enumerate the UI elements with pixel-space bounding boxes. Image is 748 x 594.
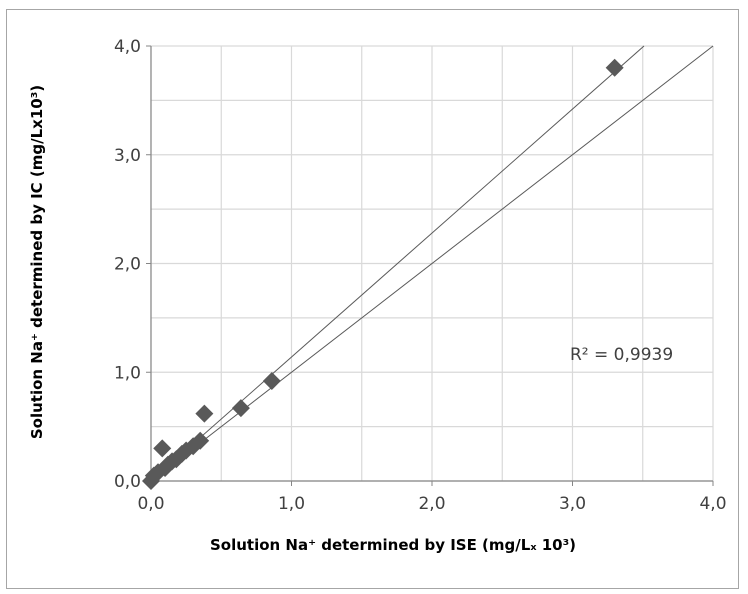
y-tick-label: 4,0 — [114, 37, 141, 57]
data-point — [195, 404, 214, 423]
data-point — [153, 439, 172, 458]
grid — [146, 45, 714, 486]
data-point — [191, 431, 210, 450]
r-squared-annotation: R² = 0,9939 — [570, 345, 673, 365]
data-points — [142, 58, 624, 490]
x-tick-label: 3,0 — [559, 494, 586, 514]
x-tick-label: 1,0 — [278, 494, 305, 514]
data-point — [231, 399, 250, 418]
data-point — [605, 58, 624, 77]
x-tick-labels: 0,0 1,0 2,0 3,0 4,0 — [137, 494, 726, 514]
data-point — [262, 371, 281, 390]
x-axis-title: Solution Na⁺ determined by ISE (mg/Lₓ 10… — [210, 536, 576, 554]
y-tick-labels: 0,0 1,0 2,0 3,0 4,0 — [114, 37, 141, 492]
y-tick-label: 3,0 — [114, 146, 141, 166]
chart-frame — [6, 9, 739, 589]
y-tick-label: 1,0 — [114, 363, 141, 383]
x-tick-label: 2,0 — [418, 494, 445, 514]
y-tick-label: 2,0 — [114, 255, 141, 275]
y-tick-label: 0,0 — [114, 472, 141, 492]
x-tick-label: 0,0 — [137, 494, 164, 514]
x-tick-label: 4,0 — [699, 494, 726, 514]
y-axis-title: Solution Na⁺ determined by IC (mg/Lx10³) — [28, 85, 46, 439]
